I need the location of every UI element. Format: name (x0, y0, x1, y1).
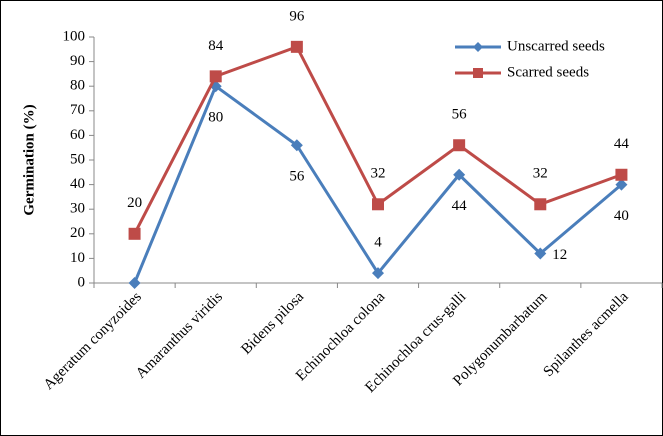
data-label: 56 (289, 169, 305, 185)
point (453, 139, 466, 152)
y-tick-label: 90 (70, 53, 85, 69)
point (534, 247, 547, 260)
data-label: 20 (127, 195, 142, 211)
point (453, 168, 466, 181)
legend-label: Scarred seeds (507, 64, 589, 80)
data-label: 32 (371, 166, 386, 182)
y-tick-label: 70 (70, 102, 85, 118)
y-tick-label: 30 (70, 201, 85, 217)
point (534, 198, 547, 211)
data-label: 80 (208, 110, 223, 126)
y-tick-label: 0 (78, 274, 86, 290)
y-tick-label: 80 (70, 78, 85, 94)
y-tick-label: 60 (70, 127, 85, 143)
point (372, 198, 384, 211)
data-label: 40 (614, 208, 629, 224)
point (128, 227, 141, 240)
y-tick-label: 40 (70, 176, 85, 192)
data-label: 32 (533, 166, 548, 182)
point (372, 267, 384, 280)
point (290, 139, 303, 152)
data-label: 56 (452, 107, 468, 123)
data-label: 44 (452, 198, 468, 214)
legend-label: Unscarred seeds (507, 38, 605, 54)
y-tick-label: 50 (70, 151, 85, 167)
point (128, 277, 141, 289)
legend-marker (473, 42, 483, 52)
point (615, 168, 628, 181)
data-label: 4 (374, 235, 382, 251)
point (209, 70, 222, 83)
data-label: 84 (208, 38, 224, 54)
data-label: 96 (289, 8, 305, 24)
data-label: 44 (614, 136, 630, 152)
legend-marker (473, 68, 483, 78)
y-tick-label: 20 (70, 225, 85, 241)
y-tick-label: 100 (63, 28, 86, 44)
point (615, 178, 628, 191)
y-tick-label: 10 (70, 250, 85, 266)
data-label: 12 (552, 247, 567, 263)
y-axis-label: Germination (%) (21, 104, 37, 215)
point (290, 40, 303, 53)
